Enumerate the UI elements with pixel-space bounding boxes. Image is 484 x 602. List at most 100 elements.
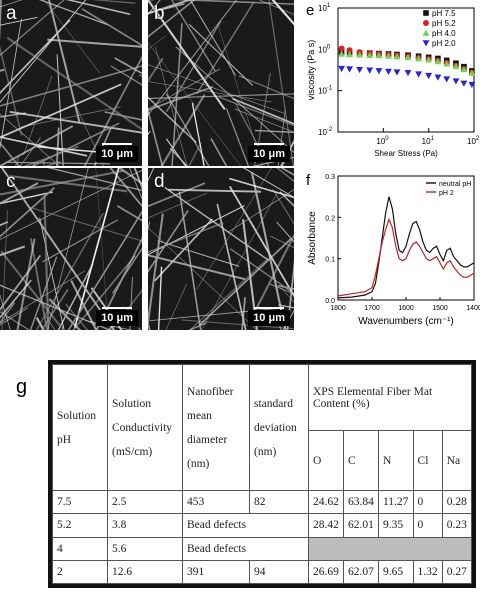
data-point — [452, 62, 460, 70]
header-xps: XPS Elemental Fiber Mat Content (%) — [308, 364, 472, 431]
data-point — [356, 66, 364, 74]
cell-diam: 391 — [182, 559, 250, 585]
data-point — [443, 60, 451, 67]
cell-o: 24.62 — [308, 489, 344, 515]
header-na: Na — [441, 430, 473, 491]
x-tick-label: 1700 — [364, 305, 380, 312]
data-point — [425, 72, 433, 80]
cell-ph: 2 — [52, 559, 108, 585]
cell-cond: 2.5 — [107, 489, 183, 515]
series-line — [337, 196, 475, 299]
cell-no-data — [308, 536, 472, 561]
x-tick-label: 1600 — [398, 305, 414, 312]
data-point — [346, 66, 353, 73]
x-axis-label: Wavenumbers (cm⁻¹) — [358, 316, 453, 327]
panel-label-g: g — [16, 376, 28, 398]
x-axis-label: Shear Stress (Pa) — [374, 149, 438, 158]
data-point — [366, 67, 374, 74]
legend-marker — [423, 10, 429, 16]
cell-n: 11.27 — [377, 489, 414, 515]
data-point — [468, 81, 476, 89]
cell-std: 82 — [249, 489, 309, 515]
data-point — [338, 45, 345, 52]
cell-o: 26.69 — [308, 559, 344, 585]
fiber-texture — [148, 168, 294, 330]
y-axis-label: viscosity (Pa s) — [306, 40, 316, 101]
data-point — [404, 53, 412, 61]
data-point — [425, 56, 433, 63]
series-line — [337, 217, 475, 297]
cell-na: 0.28 — [441, 489, 473, 515]
cell-ph: 4 — [52, 536, 108, 561]
fiber-texture — [0, 168, 142, 330]
data-point — [375, 68, 383, 75]
y-tick-label: 0.1 — [325, 257, 335, 264]
legend-marker — [423, 20, 429, 26]
data-point — [460, 65, 468, 73]
viscosity-chart: 100 101 102 10-2 10-1 100 101 Shear Stress (Pa)… — [306, 3, 480, 158]
data-point — [415, 55, 423, 62]
header-conductivity: Solution Conductivity (mS/cm) — [107, 364, 183, 491]
data-point — [366, 51, 374, 59]
x-tick-label: 101 — [422, 136, 435, 146]
x-tick-label: 1500 — [432, 305, 448, 312]
legend-entry: pH 2.0 — [432, 39, 456, 48]
header-diameter: Nanofiber mean diameter (nm) — [182, 364, 250, 491]
legend-entry: pH 4.0 — [432, 29, 456, 38]
data-point — [434, 58, 442, 65]
cell-na: 0.23 — [441, 513, 473, 538]
cell-std: 94 — [249, 559, 309, 585]
data-point — [346, 50, 353, 58]
data-point — [356, 51, 364, 58]
sem-panel-d: d 10 μm — [148, 168, 294, 330]
data-point — [452, 78, 460, 85]
data-point — [404, 70, 412, 77]
cell-ph: 5.2 — [52, 513, 108, 538]
panel-label-f: f — [306, 172, 311, 189]
table-row: 5.2 3.8 Bead defects 28.42 62.01 9.35 0 … — [52, 513, 473, 538]
data-point — [338, 65, 345, 73]
data-table: Solution pH Solution Conductivity (mS/cm) N… — [48, 360, 476, 588]
x-tick-label: 1800 — [330, 305, 346, 312]
cell-c: 63.84 — [342, 489, 379, 515]
y-tick-label: 100 — [318, 44, 331, 54]
panel-label-c: c — [6, 171, 16, 192]
scale-bar-d: 10 μm — [248, 307, 290, 326]
cell-cond: 3.8 — [107, 513, 183, 538]
panel-label-e: e — [306, 2, 315, 19]
y-tick-label: 10-1 — [318, 86, 333, 96]
x-tick-label: 1400 — [466, 305, 480, 312]
cell-cond: 12.6 — [107, 559, 183, 585]
cell-ph: 7.5 — [52, 489, 108, 515]
scale-bar-c: 10 μm — [96, 307, 138, 326]
cell-o: 28.42 — [308, 513, 344, 538]
table-row: 2 12.6 391 94 26.69 62.07 9.65 1.32 0.27 — [52, 559, 473, 585]
cell-bead: Bead defects — [182, 513, 309, 538]
scale-bar-b: 10 μm — [248, 143, 290, 162]
y-axis-label: Absorbance — [307, 211, 318, 265]
data-point — [338, 50, 345, 57]
y-tick-label: 0.2 — [325, 215, 335, 222]
data-point — [415, 71, 423, 78]
x-tick-label: 102 — [467, 136, 480, 146]
data-point — [393, 53, 401, 60]
fiber-texture — [0, 0, 142, 166]
cell-cond: 5.6 — [107, 536, 183, 561]
data-point — [443, 76, 451, 83]
ftir-chart: 1800 1700 1600 1500 1400 0.0 0.1 0.2 0.3 Wavenumb… — [307, 174, 480, 327]
legend-entry: pH 7.5 — [432, 9, 456, 18]
header-o: O — [308, 430, 344, 491]
legend-marker — [422, 29, 430, 36]
cell-diam: 453 — [182, 489, 250, 515]
cell-bead: Bead defects — [182, 536, 309, 561]
scale-bar-a: 10 μm — [96, 143, 138, 162]
cell-n: 9.35 — [377, 513, 414, 538]
table-row: 7.5 2.5 453 82 24.62 63.84 11.27 0 0.28 — [52, 489, 473, 515]
data-point — [434, 74, 442, 81]
legend-entry: neutral pH — [439, 181, 471, 188]
y-tick-label: 10-2 — [318, 127, 333, 137]
y-tick-label: 0.0 — [325, 298, 335, 305]
fiber-texture — [148, 0, 294, 166]
data-point — [346, 47, 353, 54]
sem-panel-a: a 10 μm — [0, 0, 142, 166]
